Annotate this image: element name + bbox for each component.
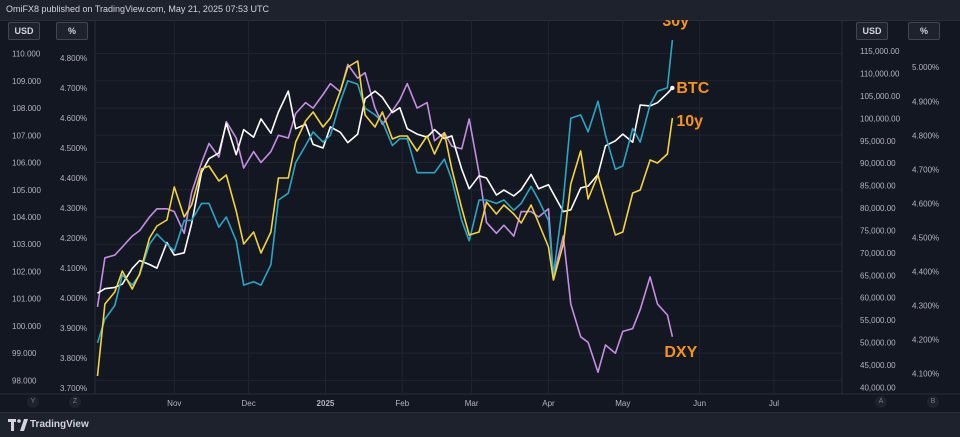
y-tick-label-dxy_usd: 101.000 <box>12 295 41 304</box>
y-tick-label-dxy_usd: 106.000 <box>12 159 41 168</box>
y-tick-label-right_pct: 4.600% <box>912 199 939 208</box>
y-tick-label-dxy_usd: 100.000 <box>12 322 41 331</box>
series-line-30y <box>96 39 674 344</box>
annotation-10y: 10y <box>676 113 703 130</box>
y-tick-label-right_pct: 4.700% <box>912 165 939 174</box>
tradingview-logo-icon <box>8 419 28 431</box>
y-tick-label-dxy_usd: 107.000 <box>12 131 41 140</box>
y-tick-label-btc_usd: 90,000.00 <box>860 159 896 168</box>
publish-bar: OmiFX8 published on TradingView.com, May… <box>0 0 960 21</box>
y-tick-label-btc_usd: 85,000.00 <box>860 182 896 191</box>
y-tick-label-dxy_usd: 104.000 <box>12 213 41 222</box>
series-line-dxy <box>96 63 674 373</box>
y-tick-label-left_pct: 3.700% <box>60 384 87 393</box>
y-tick-label-dxy_usd: 99.000 <box>12 349 37 358</box>
right-axis-unit-usd[interactable]: USD <box>856 22 888 40</box>
y-tick-label-right_pct: 4.100% <box>912 370 939 379</box>
y-tick-label-left_pct: 4.600% <box>60 114 87 123</box>
y-tick-label-btc_usd: 80,000.00 <box>860 204 896 213</box>
y-tick-label-btc_usd: 50,000.00 <box>860 338 896 347</box>
x-tick-label: Mar <box>465 399 479 408</box>
y-tick-label-btc_usd: 45,000.00 <box>860 361 896 370</box>
y-tick-label-right_pct: 4.400% <box>912 267 939 276</box>
y-tick-label-left_pct: 4.300% <box>60 204 87 213</box>
y-tick-label-btc_usd: 105,000.00 <box>860 92 901 101</box>
y-tick-label-left_pct: 4.200% <box>60 234 87 243</box>
y-tick-label-btc_usd: 100,000.00 <box>860 114 901 123</box>
axis-btn-a[interactable]: A <box>875 396 887 408</box>
axis-btn-y[interactable]: Y <box>27 396 39 408</box>
annotation-dxy: DXY <box>664 344 697 361</box>
y-tick-label-btc_usd: 60,000.00 <box>860 294 896 303</box>
x-axis: Nov Dec 2025 Feb Mar Apr May Jun Jul <box>167 399 779 408</box>
y-tick-label-left_pct: 4.800% <box>60 54 87 63</box>
series-line-btc <box>97 87 673 294</box>
y-tick-label-left_pct: 3.800% <box>60 354 87 363</box>
y-tick-label-dxy_usd: 98.000 <box>12 376 37 385</box>
footer-bar: TradingView <box>0 412 960 437</box>
y-tick-label-dxy_usd: 102.000 <box>12 267 41 276</box>
y-tick-label-left_pct: 3.900% <box>60 324 87 333</box>
series-group <box>96 39 675 377</box>
y-tick-label-right_pct: 4.800% <box>912 131 939 140</box>
x-tick-label: 2025 <box>317 399 335 408</box>
y-tick-label-left_pct: 4.100% <box>60 264 87 273</box>
y-tick-label-btc_usd: 55,000.00 <box>860 316 896 325</box>
y-tick-label-right_pct: 4.200% <box>912 336 939 345</box>
x-tick-label: Feb <box>395 399 409 408</box>
btc-end-marker <box>670 85 675 91</box>
y-tick-label-left_pct: 4.700% <box>60 84 87 93</box>
y-tick-label-dxy_usd: 110.000 <box>12 50 41 59</box>
left-axis-unit-pct[interactable]: % <box>56 22 88 40</box>
series-annotations: 30y BTC 10y DXY <box>662 20 709 361</box>
annotation-btc: BTC <box>676 80 709 97</box>
y-tick-label-right_pct: 4.900% <box>912 97 939 106</box>
y-tick-label-left_pct: 4.000% <box>60 294 87 303</box>
x-tick-label: Jul <box>769 399 779 408</box>
y-tick-label-left_pct: 4.500% <box>60 144 87 153</box>
y-tick-label-btc_usd: 40,000.00 <box>860 383 896 392</box>
x-tick-label: Dec <box>242 399 256 408</box>
y-tick-label-right_pct: 4.300% <box>912 302 939 311</box>
x-tick-label: May <box>615 399 630 408</box>
left-axis-unit-usd[interactable]: USD <box>8 22 40 40</box>
y-tick-label-btc_usd: 110,000.00 <box>860 70 900 79</box>
y-tick-label-btc_usd: 75,000.00 <box>860 226 896 235</box>
x-tick-label: Jun <box>693 399 706 408</box>
x-tick-label: Nov <box>167 399 181 408</box>
y-tick-label-right_pct: 5.000% <box>912 63 939 72</box>
series-line-10y <box>96 60 674 377</box>
x-tick-label: Apr <box>542 399 555 408</box>
y-tick-label-left_pct: 4.400% <box>60 174 87 183</box>
annotation-30y: 30y <box>662 20 689 30</box>
publish-info: OmiFX8 published on TradingView.com, May… <box>6 4 269 14</box>
grid <box>0 20 960 395</box>
axis-btn-b[interactable]: B <box>927 396 939 408</box>
y-tick-label-btc_usd: 115,000.00 <box>860 47 900 56</box>
right-axis-unit-pct[interactable]: % <box>908 22 940 40</box>
y-tick-label-dxy_usd: 108.000 <box>12 104 41 113</box>
y-axes: 98.000 99.000 100.000 101.000 102.000 103.000… <box>12 47 939 393</box>
tradingview-brand: TradingView <box>30 419 89 430</box>
y-tick-label-btc_usd: 65,000.00 <box>860 271 896 280</box>
y-tick-label-btc_usd: 95,000.00 <box>860 137 896 146</box>
chart-svg: 98.000 99.000 100.000 101.000 102.000 103.000… <box>0 20 960 408</box>
y-tick-label-dxy_usd: 105.000 <box>12 186 41 195</box>
y-tick-label-dxy_usd: 103.000 <box>12 240 41 249</box>
axis-btn-z[interactable]: Z <box>69 396 81 408</box>
y-tick-label-right_pct: 4.500% <box>912 233 939 242</box>
y-tick-label-dxy_usd: 109.000 <box>12 77 41 86</box>
y-tick-label-btc_usd: 70,000.00 <box>860 249 896 258</box>
